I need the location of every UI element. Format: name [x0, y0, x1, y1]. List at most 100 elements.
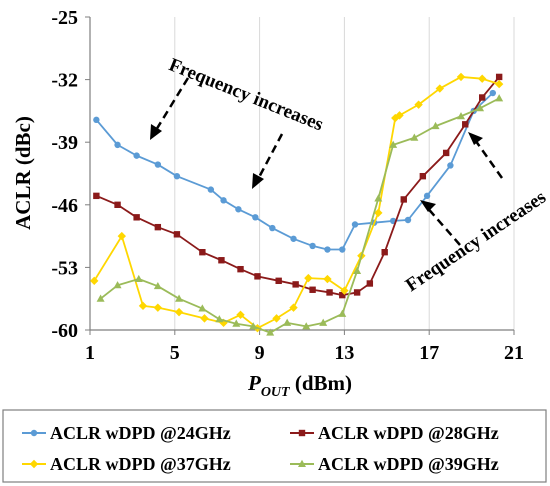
data-point — [495, 94, 504, 102]
data-point — [351, 221, 359, 228]
annotation-arrow-2b — [471, 136, 504, 179]
data-point — [269, 224, 276, 232]
data-point — [93, 116, 100, 124]
data-point — [237, 265, 244, 273]
y-tick-label: -46 — [51, 195, 78, 217]
y-tick-label: -32 — [51, 70, 78, 92]
x-tick-label: 21 — [504, 342, 524, 364]
data-point — [175, 294, 184, 302]
x-tick-label: 1 — [85, 342, 95, 364]
data-point — [236, 310, 245, 319]
annotation-arrowhead-2a — [420, 200, 436, 212]
data-point — [134, 274, 143, 283]
y-tick-label: -60 — [51, 320, 78, 342]
legend-label: ACLR wDPD @39GHz — [318, 454, 499, 474]
legend-marker — [29, 459, 39, 469]
data-point — [96, 294, 105, 302]
y-tick-label: -25 — [51, 7, 78, 29]
series-2 — [93, 73, 503, 299]
x-tick-labels: 1 5 9 13 17 21 — [85, 342, 524, 364]
annotation-arrowhead-1a — [150, 124, 162, 140]
data-point — [113, 281, 122, 289]
annotation-arrowhead-1b — [252, 173, 264, 189]
data-point — [198, 304, 207, 312]
series-line — [100, 97, 500, 334]
data-point — [419, 172, 427, 180]
annotation-arrow-2a — [424, 204, 461, 246]
data-point — [423, 192, 431, 200]
data-point — [442, 149, 450, 157]
legend-marker — [298, 459, 306, 467]
data-point — [218, 257, 225, 264]
data-point — [374, 208, 383, 218]
legend: ACLR wDPD @24GHz ACLR wDPD @28GHz ACLR wDP… — [22, 423, 499, 474]
legend-label: ACLR wDPD @37GHz — [50, 454, 231, 474]
x-tick-label: 17 — [419, 342, 439, 364]
legend-box — [2, 409, 547, 483]
data-point — [90, 276, 99, 286]
x-axis-label-subscript: OUT — [261, 385, 291, 400]
data-point — [353, 289, 361, 296]
data-point — [338, 309, 347, 317]
data-point — [215, 315, 224, 323]
data-point — [114, 201, 121, 208]
annotation-arrow-1b — [254, 133, 284, 184]
data-point — [153, 281, 162, 290]
data-point — [133, 214, 140, 221]
annotation-frequency-increases-1: Frequency increases — [166, 54, 326, 135]
data-point — [200, 314, 209, 323]
data-point — [283, 318, 292, 326]
data-point — [235, 206, 242, 213]
data-point — [495, 73, 503, 81]
data-point — [199, 248, 206, 256]
data-point — [326, 289, 333, 296]
data-point — [340, 286, 349, 295]
legend-entry-3: ACLR wDPD @37GHz — [22, 454, 231, 474]
data-point — [173, 231, 181, 238]
data-point — [489, 89, 496, 97]
data-point — [457, 112, 465, 120]
data-point — [174, 307, 184, 317]
data-point — [289, 303, 298, 312]
data-point — [456, 72, 466, 82]
data-point — [93, 192, 100, 200]
data-point — [374, 194, 383, 202]
data-point — [275, 277, 282, 285]
data-point — [431, 121, 440, 130]
series-1 — [93, 89, 496, 253]
data-point — [410, 133, 419, 141]
data-point — [400, 196, 407, 203]
data-point — [154, 223, 162, 231]
data-point — [389, 140, 398, 148]
series-group — [90, 72, 504, 336]
x-axis-label: POUT (dBm) — [247, 371, 352, 400]
data-point — [366, 280, 374, 287]
data-point — [272, 314, 281, 323]
annotation-arrowhead-2b — [468, 132, 483, 145]
data-point — [309, 286, 316, 293]
data-point — [254, 273, 261, 280]
legend-entry-4: ACLR wDPD @39GHz — [290, 454, 499, 474]
legend-label: ACLR wDPD @24GHz — [50, 423, 231, 443]
data-point — [319, 318, 328, 326]
data-point — [220, 197, 227, 204]
data-point — [478, 74, 487, 83]
legend-marker — [30, 429, 38, 437]
data-point — [479, 94, 486, 101]
data-point — [117, 231, 126, 241]
data-point — [476, 104, 485, 112]
data-point — [114, 141, 121, 149]
data-point — [173, 172, 181, 180]
data-point — [494, 79, 504, 89]
data-point — [339, 246, 346, 253]
data-point — [324, 246, 331, 253]
data-point — [249, 322, 258, 330]
data-point — [154, 161, 162, 168]
data-point — [153, 303, 163, 312]
series-4 — [96, 94, 504, 336]
x-tick-label: 13 — [334, 342, 354, 364]
data-point — [292, 281, 299, 288]
data-point — [133, 152, 140, 159]
data-point — [435, 84, 444, 93]
